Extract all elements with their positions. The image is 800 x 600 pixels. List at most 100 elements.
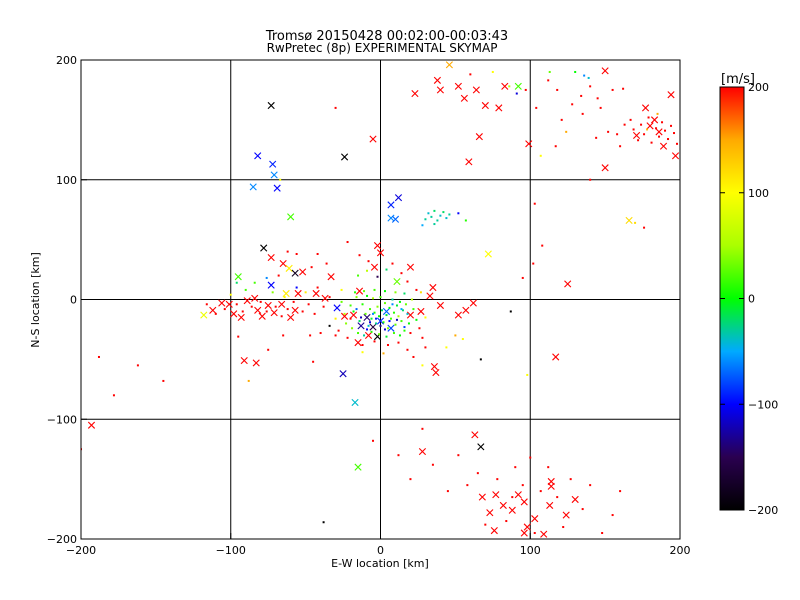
echo-cross [340, 153, 349, 161]
echo-cross [484, 250, 492, 258]
echo-cross [252, 359, 260, 367]
echo-dot [343, 312, 346, 315]
echo-cross [278, 300, 286, 308]
echo-dot [398, 300, 401, 303]
echo-cross [260, 244, 268, 252]
echo-cross [269, 160, 277, 168]
echo-dot [378, 315, 381, 318]
echo-dot [442, 211, 445, 214]
echo-dot [476, 472, 479, 475]
echo-cross [462, 306, 470, 314]
echo-cross [349, 311, 358, 319]
echo-cross [391, 215, 400, 223]
echo-dot [421, 336, 424, 339]
echo-dot [358, 254, 361, 257]
echo-dot [357, 274, 360, 277]
echo-cross [454, 311, 462, 319]
echo-dot [446, 490, 449, 493]
echo-cross [254, 306, 262, 314]
echo-dot [267, 348, 270, 351]
echo-dot [421, 224, 424, 227]
echo-cross [641, 104, 650, 112]
colorbar-tick-label: 100 [748, 187, 769, 200]
echo-cross [291, 269, 299, 277]
echo-dot [415, 288, 418, 291]
echo-dot [521, 276, 524, 279]
echo-cross [369, 323, 377, 331]
echo-dot [378, 333, 381, 336]
echo-cross [499, 501, 507, 510]
echo-dot [424, 346, 427, 349]
echo-dot [372, 439, 375, 442]
echo-dot [366, 328, 369, 331]
echo-cross [406, 263, 415, 271]
echo-dot [431, 463, 434, 466]
echo-cross [267, 281, 275, 289]
echo-cross [254, 152, 262, 160]
echo-dot [395, 304, 398, 307]
echo-dot [433, 209, 436, 212]
echo-cross [327, 273, 335, 281]
echo-dot [295, 286, 298, 289]
echo-cross [387, 201, 395, 209]
echo-cross [490, 527, 498, 535]
echo-dot [214, 312, 217, 315]
echo-dot [611, 514, 614, 517]
echo-dot [401, 309, 404, 312]
echo-cross [251, 294, 259, 302]
echo-cross [525, 140, 533, 148]
echo-dot [349, 317, 352, 320]
echo-dot [112, 394, 115, 397]
echo-cross [291, 306, 299, 314]
echo-cross [312, 289, 320, 298]
echo-dot [301, 310, 304, 313]
echo-dot [325, 262, 328, 265]
echo-cross [429, 283, 437, 292]
echo-cross [333, 304, 341, 312]
echo-dot [385, 335, 388, 338]
echo-dot [307, 303, 310, 306]
echo-dot [607, 130, 610, 133]
echo-dot [646, 128, 649, 131]
echo-dot [286, 308, 289, 311]
echo-cross [299, 268, 307, 276]
echo-dot [574, 70, 577, 73]
echo-cross [282, 289, 290, 298]
echo-dot [265, 276, 268, 279]
echo-cross [540, 530, 548, 538]
echo-cross [486, 509, 494, 517]
x-tick-label: 200 [670, 544, 691, 557]
echo-cross [363, 313, 371, 322]
echo-dot [526, 373, 529, 376]
echo-dot [383, 328, 386, 331]
echo-dot [496, 478, 499, 481]
echo-dot [533, 202, 536, 205]
echo-cross [430, 362, 438, 371]
echo-dot [589, 85, 592, 88]
echo-dot [162, 379, 165, 382]
echo-dot [279, 178, 282, 181]
echo-cross [258, 312, 266, 320]
echo-cross [501, 82, 509, 90]
echo-cross [667, 91, 675, 99]
echo-cross [243, 297, 251, 305]
echo-cross [237, 313, 245, 322]
echo-dot [611, 88, 614, 91]
echo-dot [634, 221, 637, 224]
echo-dot [508, 85, 511, 88]
x-tick-label: −100 [216, 544, 246, 557]
echo-dot [385, 314, 388, 317]
echo-cross [267, 101, 275, 110]
echo-cross [369, 135, 377, 143]
echo-dot [372, 297, 375, 300]
echo-cross [475, 133, 483, 141]
echo-dot [547, 79, 550, 82]
echo-dot [389, 317, 392, 320]
echo-dot [392, 311, 395, 314]
echo-dot [253, 281, 256, 284]
echo-dot [461, 338, 464, 341]
echo-dot [667, 138, 670, 141]
echo-dot [379, 324, 382, 327]
echo-dot [370, 317, 373, 320]
echo-dot [418, 327, 421, 330]
